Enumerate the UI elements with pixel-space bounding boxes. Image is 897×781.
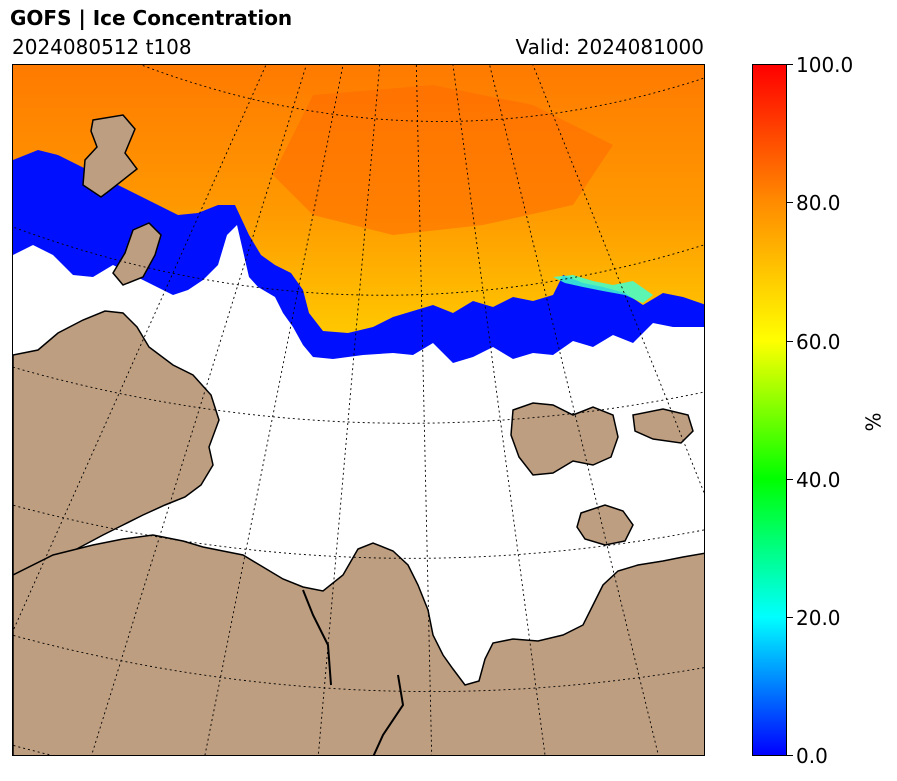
- colorbar-tick-label: 80.0: [796, 191, 841, 215]
- graticule-meridian: [415, 65, 433, 755]
- sea-ice-transition-cyan: [553, 275, 653, 303]
- colorbar-tick: [787, 202, 793, 203]
- colorbar-gradient: [753, 65, 786, 755]
- land-eurasia: [13, 534, 704, 755]
- land-franz-josef-svalbard: [510, 402, 619, 476]
- colorbar-tick: [787, 617, 793, 618]
- landmasses: [13, 114, 704, 755]
- colorbar-tick-label: 40.0: [796, 468, 841, 492]
- colorbar-tick: [787, 341, 793, 342]
- colorbar-tick: [787, 755, 793, 756]
- river: [302, 589, 332, 686]
- colorbar-tick-label: 20.0: [796, 606, 841, 630]
- colorbar-tick-label: 60.0: [796, 330, 841, 354]
- graticule-latitude: [13, 744, 53, 755]
- graticule-latitude: [13, 634, 704, 692]
- colorbar: [752, 64, 787, 756]
- graticule-latitude: [13, 366, 704, 424]
- graticule: [13, 65, 704, 755]
- sea-ice-high-concentration: [273, 85, 613, 235]
- colorbar-unit-label: %: [861, 412, 886, 432]
- figure-title: GOFS | Ice Concentration: [10, 6, 293, 30]
- land-novaya-zemlya: [576, 504, 634, 546]
- colorbar-tick: [787, 64, 793, 65]
- colorbar-tick: [787, 479, 793, 480]
- graticule-meridian: [91, 65, 307, 755]
- ice-concentration-map: [12, 64, 705, 756]
- land-island-west: [112, 222, 162, 286]
- graticule-latitude: [13, 504, 704, 559]
- land-small-islands-east: [632, 408, 694, 444]
- graticule-meridian: [317, 65, 381, 755]
- colorbar-tick-label: 100.0: [796, 53, 854, 77]
- river: [372, 674, 405, 755]
- colorbar-tick-label: 0.0: [796, 744, 828, 768]
- graticule-meridian: [13, 65, 267, 632]
- graticule-meridian: [452, 65, 546, 755]
- rivers: [302, 589, 405, 755]
- land-islands-northwest: [82, 114, 139, 198]
- land-greenland-canada: [13, 310, 220, 576]
- valid-time-label: Valid: 2024081000: [515, 35, 704, 59]
- map-canvas: [13, 65, 704, 755]
- run-time-label: 2024080512 t108: [12, 35, 192, 59]
